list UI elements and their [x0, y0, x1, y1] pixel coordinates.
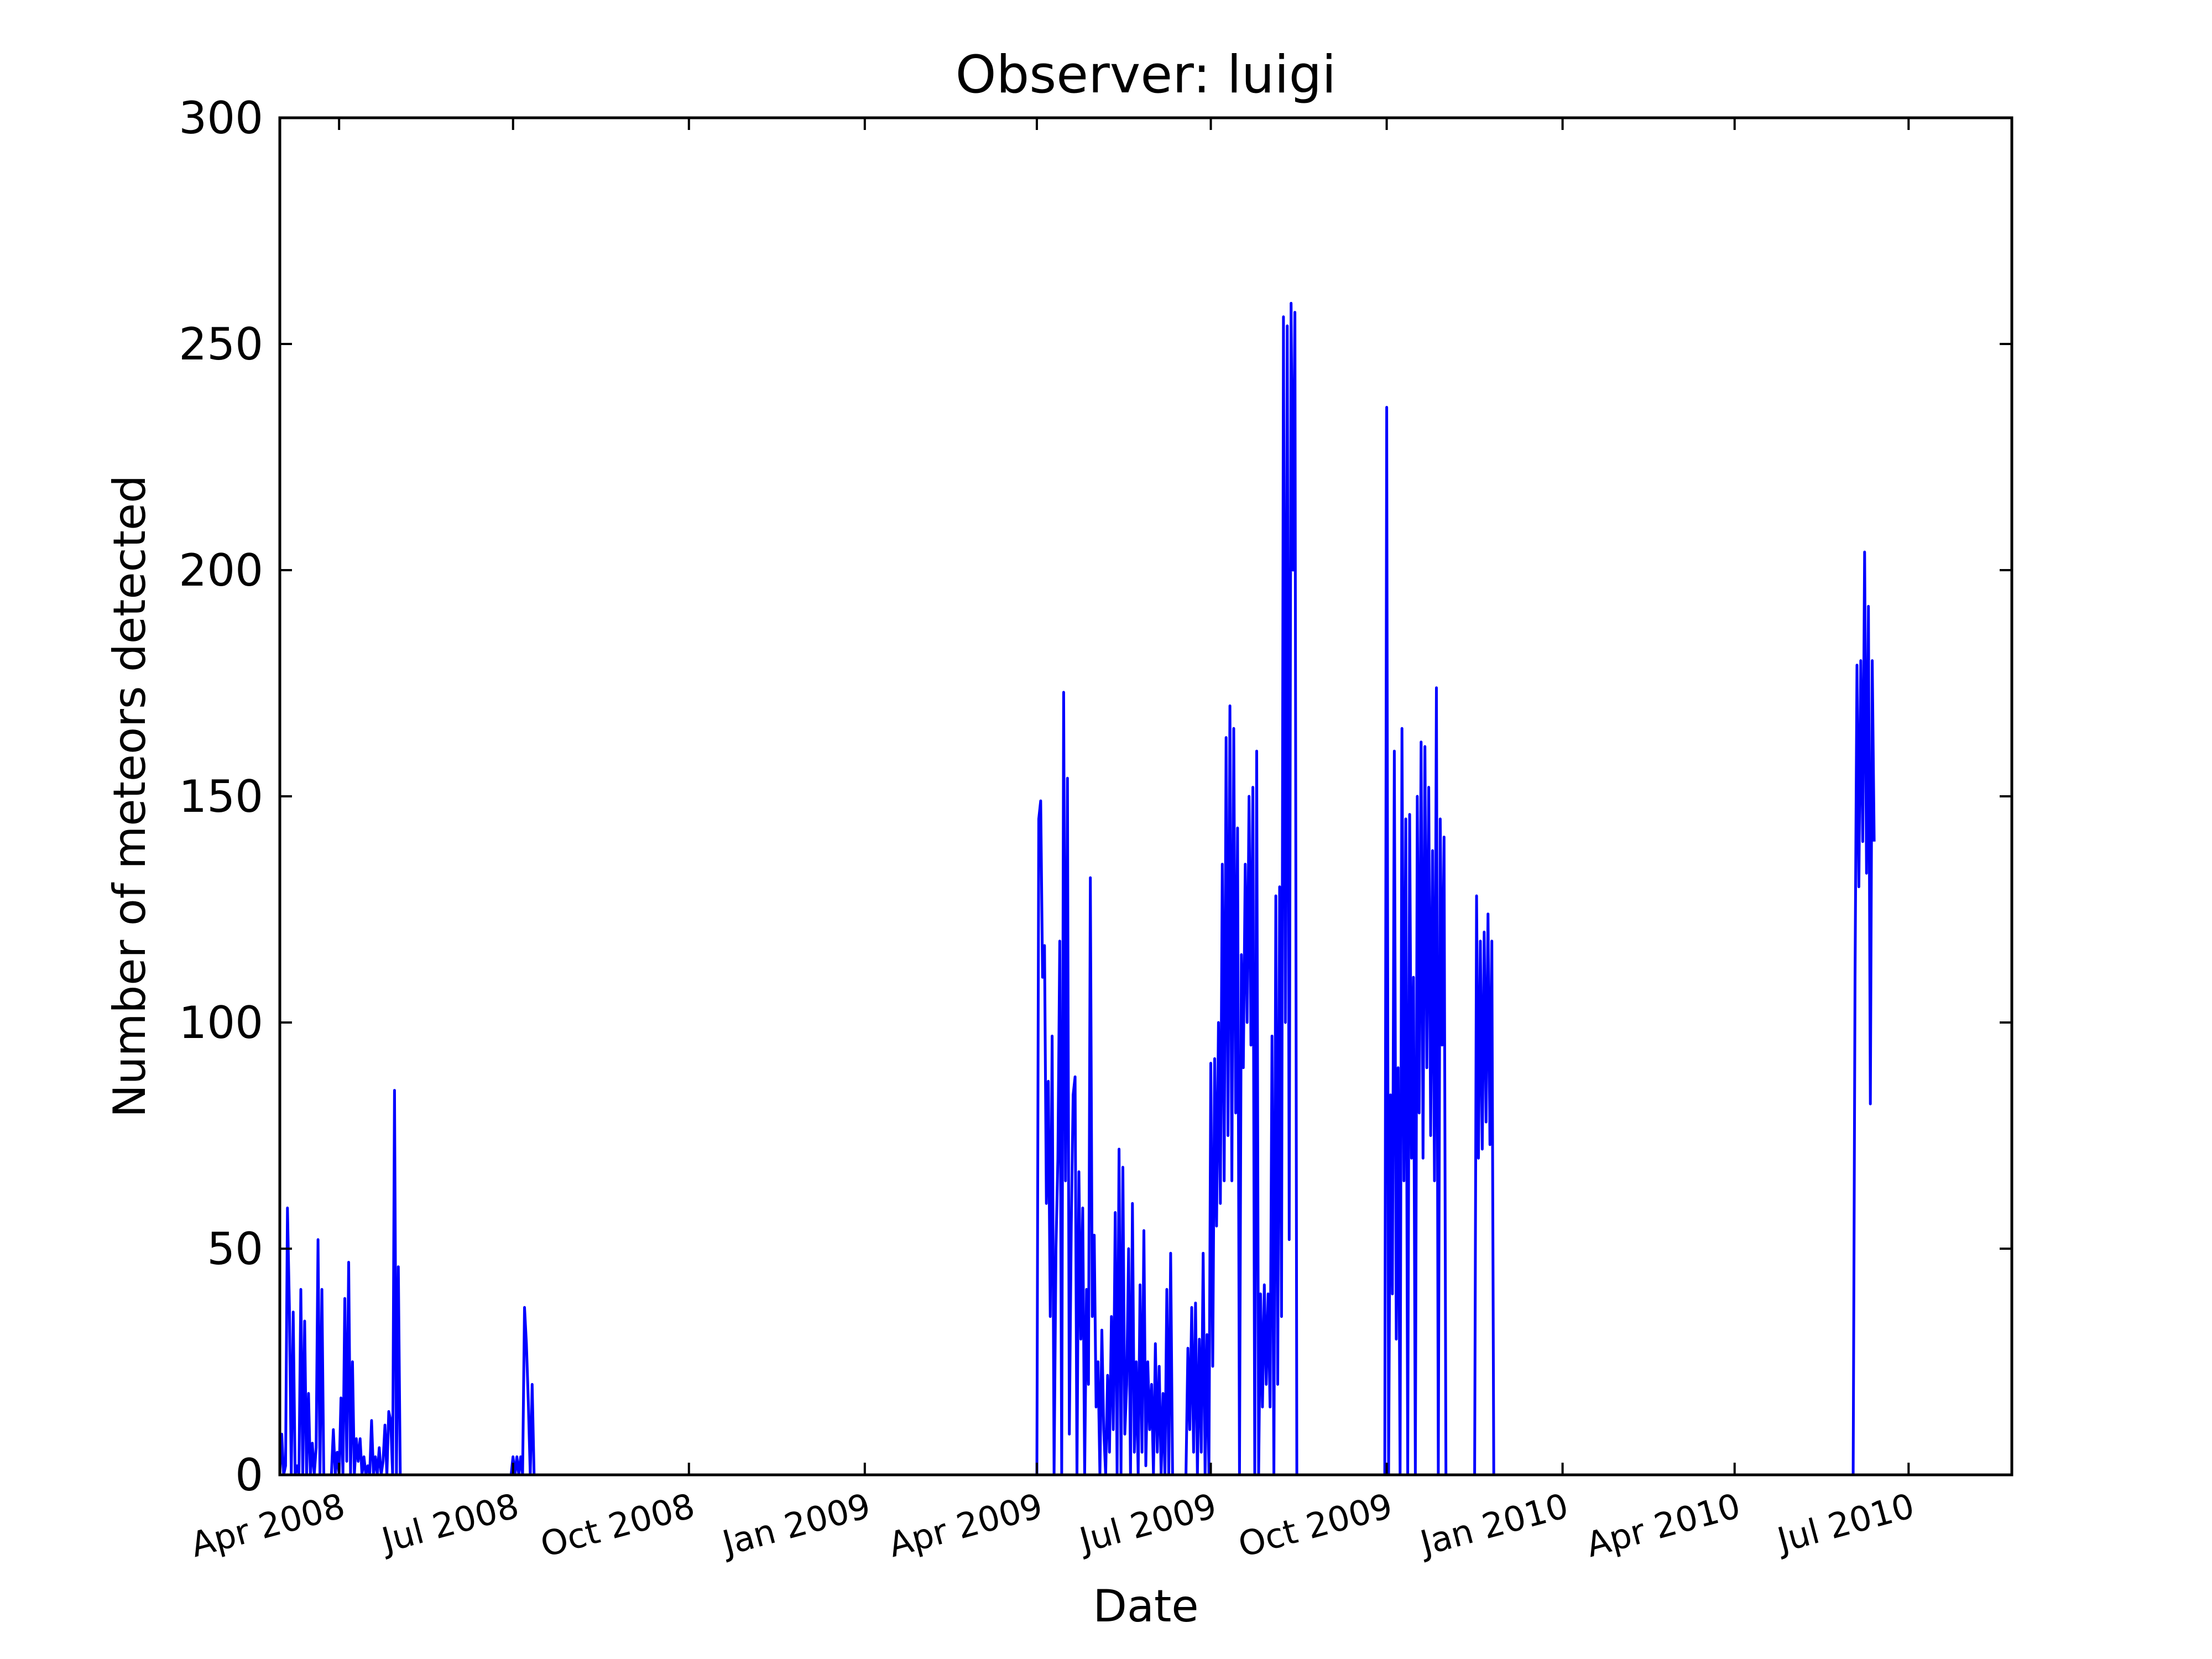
- y-axis-label: Number of meteors detected: [104, 475, 155, 1118]
- y-tick-label: 300: [179, 92, 263, 144]
- y-tick-label: 200: [179, 545, 263, 596]
- y-tick-label: 50: [207, 1223, 263, 1275]
- y-tick-label: 150: [179, 771, 263, 822]
- y-axis: 0 50 100 150 200 250 300: [179, 92, 2012, 1501]
- chart-title: Observer: luigi: [956, 45, 1337, 105]
- x-axis-label: Date: [1093, 1580, 1198, 1632]
- y-tick-label: 0: [235, 1449, 263, 1501]
- plot-area: [280, 301, 1876, 1475]
- y-tick-label: 100: [179, 997, 263, 1048]
- series-line: [280, 301, 1876, 1475]
- y-tick-label: 250: [179, 319, 263, 370]
